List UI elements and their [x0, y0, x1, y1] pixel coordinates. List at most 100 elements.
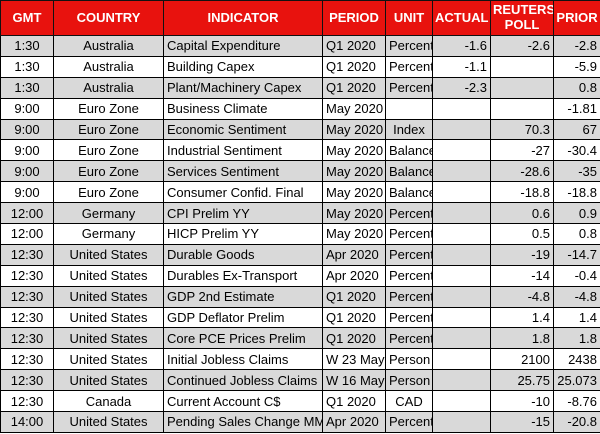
cell-unit: Percent	[385, 243, 433, 266]
cell-period: Q1 2020	[322, 327, 386, 350]
cell-gmt: 1:30	[0, 76, 54, 99]
cell-country: Euro Zone	[53, 160, 164, 183]
cell-reuters_poll: 1.8	[490, 327, 554, 350]
cell-country: Germany	[53, 223, 164, 245]
cell-reuters_poll: -4.8	[490, 285, 554, 308]
cell-prior: 2438	[553, 348, 600, 371]
cell-actual	[432, 306, 491, 329]
cell-indicator: HICP Prelim YY	[163, 223, 323, 245]
column-header-prior: PRIOR	[553, 0, 600, 36]
cell-actual	[432, 97, 491, 120]
cell-prior: 25.073	[553, 369, 600, 392]
cell-indicator: Services Sentiment	[163, 160, 323, 183]
table-row: 12:00 Germany HICP Prelim YY May 2020 Percen…	[0, 223, 600, 245]
cell-actual	[432, 202, 491, 225]
cell-country: United States	[53, 348, 164, 371]
cell-country: Euro Zone	[53, 181, 164, 204]
cell-actual: -1.1	[432, 55, 491, 78]
cell-actual	[432, 285, 491, 308]
cell-period: Apr 2020	[322, 411, 386, 433]
cell-actual	[432, 348, 491, 371]
cell-reuters_poll: -18.8	[490, 181, 554, 204]
cell-period: Q1 2020	[322, 306, 386, 329]
cell-reuters_poll: 0.6	[490, 202, 554, 225]
cell-gmt: 12:00	[0, 223, 54, 245]
column-header-unit: UNIT	[385, 0, 433, 36]
cell-gmt: 12:30	[0, 327, 54, 350]
cell-prior: -4.8	[553, 285, 600, 308]
cell-indicator: Continued Jobless Claims	[163, 369, 323, 392]
cell-reuters_poll	[490, 76, 554, 99]
cell-unit	[385, 97, 433, 120]
table-row: 12:30 United States Durable Goods Apr 2020 P…	[0, 243, 600, 266]
cell-prior: -8.76	[553, 390, 600, 413]
cell-country: United States	[53, 243, 164, 266]
cell-prior: 0.9	[553, 202, 600, 225]
cell-actual	[432, 369, 491, 392]
cell-country: Canada	[53, 390, 164, 413]
column-header-actual: ACTUAL	[432, 0, 491, 36]
cell-unit: Percent	[385, 306, 433, 329]
cell-unit: Percent	[385, 285, 433, 308]
table-row: 12:30 United States GDP 2nd Estimate Q1 202…	[0, 285, 600, 308]
cell-prior: 0.8	[553, 76, 600, 99]
cell-unit: Percent	[385, 411, 433, 433]
cell-actual	[432, 327, 491, 350]
cell-prior: 1.8	[553, 327, 600, 350]
cell-indicator: Consumer Confid. Final	[163, 181, 323, 204]
cell-unit: Percent	[385, 264, 433, 287]
cell-unit: Balance	[385, 160, 433, 183]
cell-reuters_poll: -10	[490, 390, 554, 413]
cell-prior: -2.8	[553, 35, 600, 57]
table-row: 1:30 Australia Building Capex Q1 2020 Percen…	[0, 55, 600, 78]
table-row: 1:30 Australia Capital Expenditure Q1 2020 P…	[0, 35, 600, 57]
cell-gmt: 9:00	[0, 118, 54, 141]
table-row: 1:30 Australia Plant/Machinery Capex Q1 202…	[0, 76, 600, 99]
cell-country: United States	[53, 411, 164, 433]
cell-period: May 2020	[322, 97, 386, 120]
cell-indicator: Durable Goods	[163, 243, 323, 266]
table-row: 12:00 Germany CPI Prelim YY May 2020 Percent…	[0, 202, 600, 225]
table-header-row: GMT COUNTRY INDICATOR PERIOD UNIT ACTUAL…	[0, 0, 600, 36]
cell-indicator: Economic Sentiment	[163, 118, 323, 141]
cell-actual	[432, 181, 491, 204]
cell-reuters_poll: -2.6	[490, 35, 554, 57]
cell-period: May 2020	[322, 160, 386, 183]
cell-prior: -20.8	[553, 411, 600, 433]
table-row: 9:00 Euro Zone Business Climate May 2020 -1.…	[0, 97, 600, 120]
cell-reuters_poll: 0.5	[490, 223, 554, 245]
table-row: 12:30 United States Continued Jobless Clai…	[0, 369, 600, 392]
cell-reuters_poll: 25.75	[490, 369, 554, 392]
cell-actual	[432, 160, 491, 183]
cell-gmt: 1:30	[0, 35, 54, 57]
table-row: 14:00 United States Pending Sales Change M…	[0, 411, 600, 433]
cell-reuters_poll: -14	[490, 264, 554, 287]
cell-reuters_poll: 1.4	[490, 306, 554, 329]
cell-gmt: 12:30	[0, 264, 54, 287]
cell-country: Australia	[53, 76, 164, 99]
cell-actual: -2.3	[432, 76, 491, 99]
cell-actual	[432, 411, 491, 433]
cell-prior: -18.8	[553, 181, 600, 204]
cell-actual: -1.6	[432, 35, 491, 57]
table-row: 9:00 Euro Zone Economic Sentiment May 2020 I…	[0, 118, 600, 141]
cell-unit: Percent	[385, 35, 433, 57]
column-header-country: COUNTRY	[53, 0, 164, 36]
cell-country: United States	[53, 264, 164, 287]
cell-period: Q1 2020	[322, 55, 386, 78]
table-row: 9:00 Euro Zone Industrial Sentiment May 202…	[0, 139, 600, 162]
cell-period: Q1 2020	[322, 390, 386, 413]
column-header-indicator: INDICATOR	[163, 0, 323, 36]
cell-period: May 2020	[322, 118, 386, 141]
cell-prior: -30.4	[553, 139, 600, 162]
table-row: 12:30 United States Initial Jobless Claims…	[0, 348, 600, 371]
table-row: 12:30 United States Core PCE Prices Prelim…	[0, 327, 600, 350]
cell-unit: Percent	[385, 202, 433, 225]
column-header-gmt: GMT	[0, 0, 54, 36]
cell-gmt: 9:00	[0, 181, 54, 204]
cell-indicator: Core PCE Prices Prelim	[163, 327, 323, 350]
cell-indicator: Capital Expenditure	[163, 35, 323, 57]
cell-country: Euro Zone	[53, 97, 164, 120]
cell-period: May 2020	[322, 139, 386, 162]
